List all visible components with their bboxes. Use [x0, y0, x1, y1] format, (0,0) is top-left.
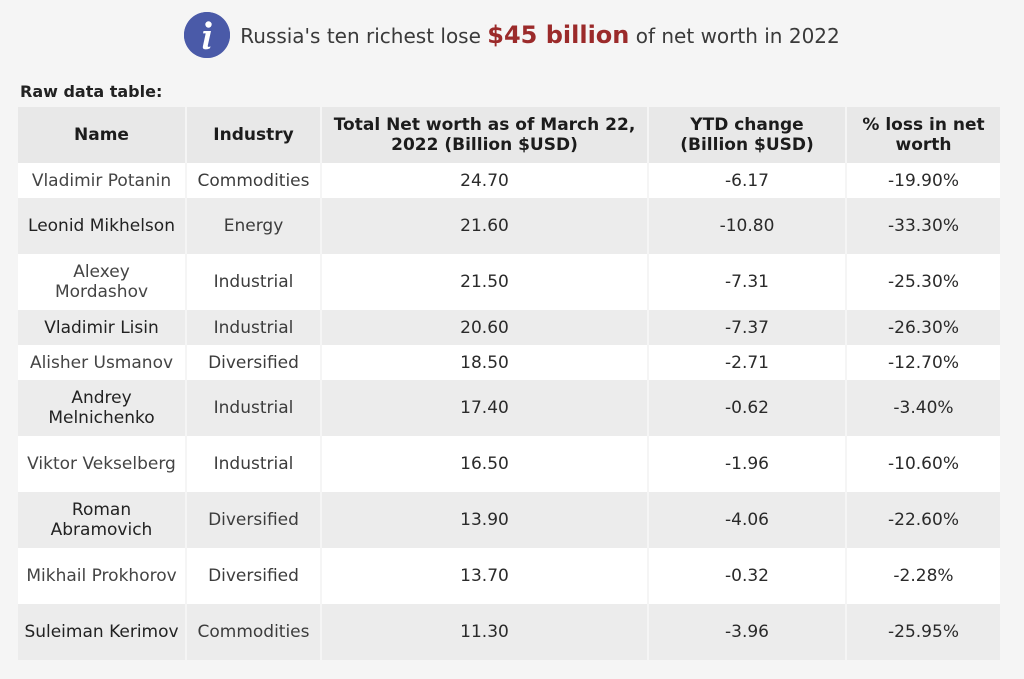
cell-industry: Commodities: [185, 604, 321, 660]
table-row: Leonid Mikhelson Energy 21.60 -10.80 -33…: [18, 198, 1000, 254]
cell-net-worth: 13.90: [320, 492, 648, 548]
table-row: Alisher Usmanov Diversified 18.50 -2.71 …: [18, 345, 1000, 380]
cell-pct-loss: -25.30%: [845, 254, 1000, 310]
cell-ytd-change: -0.32: [647, 548, 846, 604]
cell-name: Viktor Vekselberg: [18, 436, 186, 492]
cell-ytd-change: -1.96: [647, 436, 846, 492]
table-row: Andrey Melnichenko Industrial 17.40 -0.6…: [18, 380, 1000, 436]
cell-net-worth: 18.50: [320, 345, 648, 380]
cell-industry: Diversified: [185, 345, 321, 380]
cell-pct-loss: -12.70%: [845, 345, 1000, 380]
info-icon: [184, 12, 231, 58]
cell-pct-loss: -22.60%: [845, 492, 1000, 548]
cell-industry: Energy: [185, 198, 321, 254]
cell-pct-loss: -3.40%: [845, 380, 1000, 436]
cell-pct-loss: -10.60%: [845, 436, 1000, 492]
cell-net-worth: 24.70: [320, 163, 648, 198]
table-row: Vladimir Potanin Commodities 24.70 -6.17…: [18, 163, 1000, 198]
cell-pct-loss: -19.90%: [845, 163, 1000, 198]
cell-name: Leonid Mikhelson: [18, 198, 186, 254]
cell-ytd-change: -7.31: [647, 254, 846, 310]
cell-name: Suleiman Kerimov: [18, 604, 186, 660]
cell-pct-loss: -33.30%: [845, 198, 1000, 254]
column-header-ytd-change: YTD change (Billion $USD): [647, 107, 846, 163]
cell-name: Andrey Melnichenko: [18, 380, 186, 436]
cell-industry: Industrial: [185, 310, 321, 345]
cell-name: Roman Abramovich: [18, 492, 186, 548]
cell-net-worth: 16.50: [320, 436, 648, 492]
table-header-row: Name Industry Total Net worth as of Marc…: [18, 107, 1000, 163]
page-header: Russia's ten richest lose $45 billion of…: [0, 12, 1024, 58]
cell-ytd-change: -4.06: [647, 492, 846, 548]
title-highlight: $45 billion: [487, 21, 630, 49]
cell-ytd-change: -2.71: [647, 345, 846, 380]
column-header-net-worth: Total Net worth as of March 22, 2022 (Bi…: [320, 107, 648, 163]
cell-pct-loss: -2.28%: [845, 548, 1000, 604]
column-header-pct-loss: % loss in net worth: [845, 107, 1000, 163]
page-title: Russia's ten richest lose $45 billion of…: [240, 21, 840, 49]
cell-ytd-change: -0.62: [647, 380, 846, 436]
cell-pct-loss: -25.95%: [845, 604, 1000, 660]
cell-net-worth: 11.30: [320, 604, 648, 660]
cell-pct-loss: -26.30%: [845, 310, 1000, 345]
cell-name: Vladimir Potanin: [18, 163, 186, 198]
data-table: Name Industry Total Net worth as of Marc…: [18, 107, 1000, 660]
cell-net-worth: 21.50: [320, 254, 648, 310]
table-row: Roman Abramovich Diversified 13.90 -4.06…: [18, 492, 1000, 548]
cell-net-worth: 21.60: [320, 198, 648, 254]
cell-net-worth: 20.60: [320, 310, 648, 345]
cell-net-worth: 17.40: [320, 380, 648, 436]
column-header-name: Name: [18, 107, 186, 163]
cell-ytd-change: -3.96: [647, 604, 846, 660]
table-row: Suleiman Kerimov Commodities 11.30 -3.96…: [18, 604, 1000, 660]
cell-net-worth: 13.70: [320, 548, 648, 604]
cell-name: Alisher Usmanov: [18, 345, 186, 380]
title-suffix: of net worth in 2022: [629, 24, 840, 48]
cell-industry: Industrial: [185, 380, 321, 436]
cell-ytd-change: -10.80: [647, 198, 846, 254]
table-row: Mikhail Prokhorov Diversified 13.70 -0.3…: [18, 548, 1000, 604]
table-row: Vladimir Lisin Industrial 20.60 -7.37 -2…: [18, 310, 1000, 345]
data-table-container: Name Industry Total Net worth as of Marc…: [18, 107, 1000, 660]
cell-name: Vladimir Lisin: [18, 310, 186, 345]
table-label: Raw data table:: [20, 82, 163, 101]
cell-industry: Diversified: [185, 548, 321, 604]
title-prefix: Russia's ten richest lose: [240, 24, 488, 48]
cell-industry: Industrial: [185, 254, 321, 310]
column-header-industry: Industry: [185, 107, 321, 163]
table-row: Viktor Vekselberg Industrial 16.50 -1.96…: [18, 436, 1000, 492]
cell-industry: Diversified: [185, 492, 321, 548]
cell-industry: Industrial: [185, 436, 321, 492]
table-row: Alexey Mordashov Industrial 21.50 -7.31 …: [18, 254, 1000, 310]
cell-name: Alexey Mordashov: [18, 254, 186, 310]
cell-name: Mikhail Prokhorov: [18, 548, 186, 604]
cell-ytd-change: -7.37: [647, 310, 846, 345]
cell-industry: Commodities: [185, 163, 321, 198]
cell-ytd-change: -6.17: [647, 163, 846, 198]
